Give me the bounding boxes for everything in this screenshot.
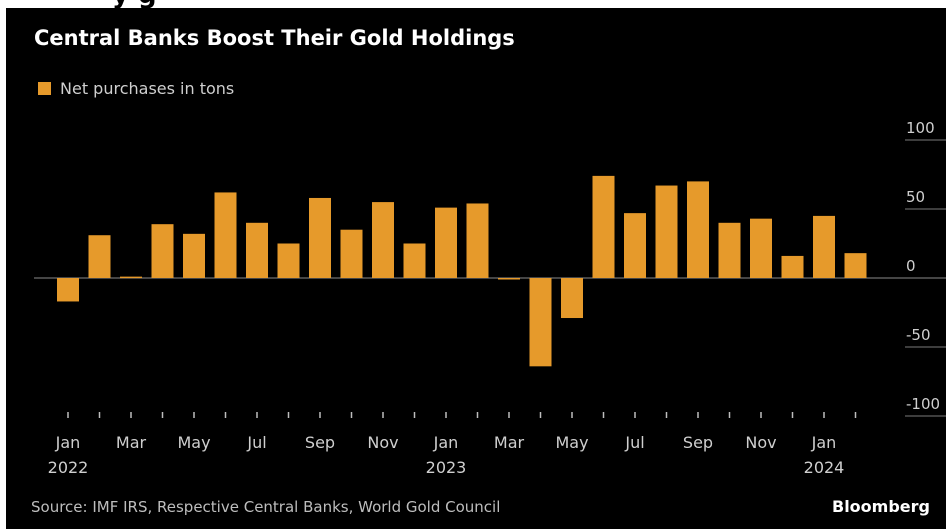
- bar: [624, 213, 646, 278]
- source-note: Source: IMF IRS, Respective Central Bank…: [31, 498, 501, 516]
- bar: [655, 185, 678, 278]
- y-tick-label: 50: [906, 188, 925, 206]
- x-tick-label: Jan: [433, 433, 459, 452]
- bar: [372, 202, 394, 278]
- bar: [466, 203, 489, 278]
- bar: [844, 253, 867, 278]
- x-tick-label: Nov: [367, 433, 398, 452]
- bar: [277, 243, 300, 278]
- chart-legend: Net purchases in tons: [38, 79, 234, 98]
- y-tick-label: 100: [906, 119, 935, 137]
- x-tick-label: Mar: [494, 433, 525, 452]
- x-tick-label: May: [555, 433, 588, 452]
- bar: [529, 278, 552, 367]
- bar: [214, 192, 237, 278]
- bar: [718, 222, 741, 278]
- bar: [561, 278, 583, 319]
- bar: [183, 233, 205, 278]
- x-tick-label: Sep: [683, 433, 713, 452]
- bloomberg-logo: Bloomberg: [832, 497, 930, 516]
- y-tick-label: -100: [906, 395, 940, 413]
- x-tick-label: Jul: [246, 433, 266, 452]
- bar: [88, 235, 111, 278]
- chart-title: Central Banks Boost Their Gold Holdings: [34, 26, 515, 50]
- x-tick-label: Mar: [116, 433, 147, 452]
- x-tick-label: Jan: [55, 433, 81, 452]
- x-tick-label: Jul: [624, 433, 644, 452]
- bar: [120, 276, 142, 279]
- bar: [592, 175, 615, 278]
- bar: [687, 181, 709, 278]
- bar: [151, 224, 174, 278]
- bar: [781, 255, 804, 278]
- x-tick-year-label: 2023: [426, 458, 467, 477]
- x-tick-label: Jan: [811, 433, 837, 452]
- clipped-heading-text: y g: [112, 0, 157, 8]
- legend-swatch: [38, 82, 51, 95]
- bar: [246, 222, 268, 278]
- y-tick-label: -50: [906, 326, 931, 344]
- x-tick-label: Sep: [305, 433, 335, 452]
- bar: [403, 243, 426, 278]
- clipped-heading-strip: y g: [0, 0, 946, 8]
- x-tick-label: Nov: [745, 433, 776, 452]
- bar: [57, 278, 79, 302]
- x-tick-year-label: 2022: [48, 458, 89, 477]
- x-tick-year-label: 2024: [804, 458, 845, 477]
- legend-label: Net purchases in tons: [60, 79, 235, 98]
- bar: [498, 278, 520, 280]
- bar: [813, 215, 835, 278]
- bar: [340, 229, 363, 278]
- y-tick-label: 0: [906, 257, 916, 275]
- bar: [435, 207, 457, 278]
- x-tick-label: May: [177, 433, 210, 452]
- bar: [750, 218, 772, 278]
- bar: [309, 197, 331, 278]
